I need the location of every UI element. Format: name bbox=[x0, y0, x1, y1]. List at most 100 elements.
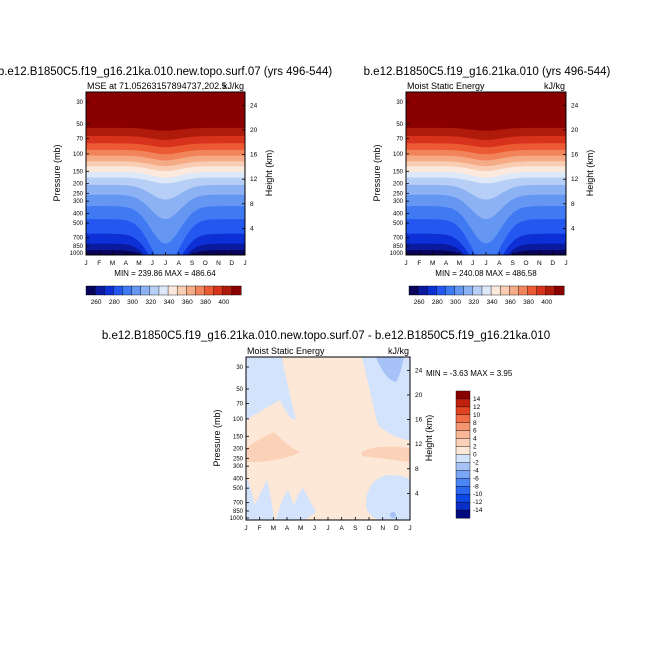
colorbar-swatch bbox=[94, 285, 105, 296]
x-tick-label: A bbox=[285, 525, 290, 532]
colorbar-swatch bbox=[131, 285, 142, 296]
colorbar-swatch bbox=[427, 285, 437, 296]
height-tick-label: 12 bbox=[415, 441, 423, 448]
colorbar-label: 4 bbox=[473, 436, 477, 443]
colorbar-swatch bbox=[455, 406, 471, 416]
height-tick-label: 16 bbox=[415, 417, 423, 424]
colorbar-label: -4 bbox=[473, 467, 479, 474]
pressure-tick-label: 30 bbox=[236, 365, 243, 371]
colorbar-swatch bbox=[113, 285, 123, 296]
colorbar-swatch bbox=[408, 285, 419, 296]
x-tick-label: A bbox=[177, 260, 182, 267]
pressure-tick-label: 300 bbox=[393, 199, 404, 205]
pressure-tick-label: 70 bbox=[236, 401, 243, 407]
colorbar-swatch bbox=[518, 285, 529, 296]
x-tick-label: D bbox=[229, 260, 234, 267]
colorbar-swatch bbox=[167, 285, 178, 296]
colorbar-swatch bbox=[481, 285, 492, 296]
panel-3-title: b.e12.B1850C5.f19_g16.21ka.010.new.topo.… bbox=[102, 330, 550, 342]
diff-region-neg-strong bbox=[376, 357, 404, 382]
colorbar-label: 340 bbox=[487, 299, 498, 306]
height-tick-label: 16 bbox=[250, 152, 258, 159]
x-tick-label: M bbox=[298, 525, 303, 532]
x-tick-label: J bbox=[471, 260, 474, 267]
panel-1-height-axis: 24 20 16 12 8 4 bbox=[242, 102, 258, 232]
height-tick-label: 20 bbox=[571, 127, 579, 134]
x-tick-label: F bbox=[258, 525, 262, 532]
colorbar-swatch bbox=[104, 285, 114, 296]
colorbar-swatch bbox=[509, 285, 519, 296]
colorbar-label: 2 bbox=[473, 444, 477, 451]
colorbar-label: 320 bbox=[145, 299, 156, 306]
height-tick-label: 12 bbox=[571, 176, 579, 183]
x-tick-label: J bbox=[408, 525, 411, 532]
colorbar-label: 12 bbox=[473, 404, 481, 411]
height-tick-label: 4 bbox=[415, 490, 419, 497]
colorbar-swatch bbox=[122, 285, 133, 296]
pressure-tick-label: 200 bbox=[73, 182, 84, 188]
height-tick-label: 4 bbox=[250, 225, 254, 232]
colorbar-label: 360 bbox=[505, 299, 516, 306]
colorbar-swatch bbox=[436, 285, 446, 296]
panel-2: b.e12.B1850C5.f19_g16.21ka.010 (yrs 496-… bbox=[364, 66, 611, 306]
colorbar-swatch bbox=[455, 438, 471, 448]
height-tick-label: 20 bbox=[415, 392, 423, 399]
height-tick-label: 8 bbox=[571, 201, 575, 208]
mse-band bbox=[86, 92, 245, 131]
pressure-tick-label: 50 bbox=[76, 122, 83, 128]
pressure-tick-label: 500 bbox=[233, 486, 244, 492]
colorbar-label: 320 bbox=[468, 299, 479, 306]
pressure-tick-label: 1000 bbox=[390, 251, 404, 257]
diff-region-neg-lower-right bbox=[366, 475, 410, 520]
panel-1-left-label: MSE at 71.05263157894737,202.5 bbox=[87, 81, 227, 91]
x-tick-label: A bbox=[339, 525, 344, 532]
colorbar-swatch bbox=[455, 486, 471, 495]
height-tick-label: 24 bbox=[250, 102, 258, 109]
pressure-tick-label: 100 bbox=[393, 152, 404, 158]
pressure-tick-label: 500 bbox=[73, 221, 84, 227]
pressure-tick-label: 400 bbox=[73, 212, 84, 218]
panel-2-units-label: kJ/kg bbox=[544, 81, 565, 91]
colorbar-swatch bbox=[455, 414, 471, 424]
pressure-tick-label: 30 bbox=[396, 100, 403, 106]
colorbar-swatch bbox=[536, 285, 547, 296]
colorbar-label: -2 bbox=[473, 459, 479, 466]
colorbar-swatch bbox=[490, 285, 501, 296]
x-tick-label: O bbox=[366, 525, 371, 532]
colorbar-swatch bbox=[445, 285, 456, 296]
x-tick-label: M bbox=[136, 260, 141, 267]
panel-1-ylabel-right: Height (km) bbox=[264, 150, 274, 197]
panel-3-height-axis: 24 20 16 12 8 4 bbox=[407, 367, 423, 497]
colorbar-label: 10 bbox=[473, 412, 481, 419]
colorbar-swatch bbox=[158, 285, 169, 296]
x-tick-label: J bbox=[244, 525, 247, 532]
panel-1-units-label: kJ/kg bbox=[223, 81, 244, 91]
colorbar-label: -14 bbox=[473, 507, 483, 514]
pressure-tick-label: 850 bbox=[393, 244, 404, 250]
colorbar-swatch bbox=[455, 430, 471, 440]
colorbar-swatch bbox=[454, 285, 465, 296]
pressure-tick-label: 200 bbox=[393, 182, 404, 188]
colorbar-swatch bbox=[455, 422, 471, 432]
colorbar-swatch bbox=[140, 285, 151, 296]
colorbar-swatch bbox=[455, 462, 471, 471]
pressure-tick-label: 850 bbox=[233, 509, 244, 515]
x-tick-label: J bbox=[164, 260, 167, 267]
x-tick-label: J bbox=[404, 260, 407, 267]
colorbar-label: -12 bbox=[473, 499, 483, 506]
x-tick-label: D bbox=[394, 525, 399, 532]
panel-3-ylabel: Pressure (mb) bbox=[212, 409, 222, 466]
height-tick-label: 12 bbox=[250, 176, 258, 183]
x-tick-label: A bbox=[444, 260, 449, 267]
panel-2-colorbar: 260 280 300 320 340 360 380 400 bbox=[408, 285, 565, 306]
height-tick-label: 24 bbox=[571, 102, 579, 109]
height-tick-label: 16 bbox=[571, 152, 579, 159]
x-tick-label: N bbox=[216, 260, 221, 267]
pressure-tick-label: 150 bbox=[233, 434, 244, 440]
colorbar-label: 300 bbox=[127, 299, 138, 306]
x-tick-label: M bbox=[110, 260, 115, 267]
colorbar-label: 360 bbox=[182, 299, 193, 306]
